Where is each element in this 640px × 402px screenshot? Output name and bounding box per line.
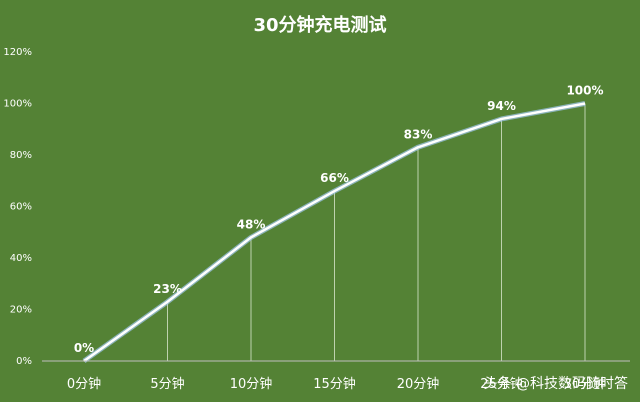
x-tick-label: 5分钟 [150, 376, 184, 392]
series-line [83, 102, 586, 363]
x-tick-label: 10分钟 [230, 376, 273, 392]
x-axis: 0分钟 5分钟 10分钟 15分钟 20分钟 25分钟 30分钟 [42, 360, 630, 392]
y-tick-label: 20% [10, 305, 32, 316]
watermark: 头条 @科技数码随时答 [484, 375, 628, 392]
y-tick-label: 100% [3, 99, 32, 110]
x-tick-label: 25分钟 [480, 376, 523, 392]
x-tick-label: 15分钟 [313, 376, 356, 392]
x-tick-label: 0分钟 [67, 376, 101, 392]
data-labels: 0% 23% 48% 66% 83% 94% 100% [74, 84, 604, 356]
data-label: 0% [74, 341, 94, 355]
y-axis: 0% 20% 40% 60% 80% 100% 120% [3, 47, 32, 367]
y-tick-label: 40% [10, 253, 32, 264]
y-tick-label: 80% [10, 150, 32, 161]
data-label: 48% [237, 217, 266, 231]
data-label: 100% [566, 84, 603, 98]
y-tick-label: 0% [16, 356, 32, 367]
y-tick-label: 60% [10, 202, 32, 213]
y-tick-label: 120% [3, 47, 32, 58]
x-tick-label: 30分钟 [564, 376, 607, 392]
data-label: 23% [153, 282, 182, 296]
data-label: 66% [320, 171, 349, 185]
x-tick-label: 20分钟 [397, 376, 440, 392]
series [82, 101, 586, 364]
data-label: 94% [487, 99, 516, 113]
data-label: 83% [404, 127, 433, 141]
drop-lines [167, 103, 586, 361]
chart-title: 30分钟充电测试 [253, 14, 386, 36]
